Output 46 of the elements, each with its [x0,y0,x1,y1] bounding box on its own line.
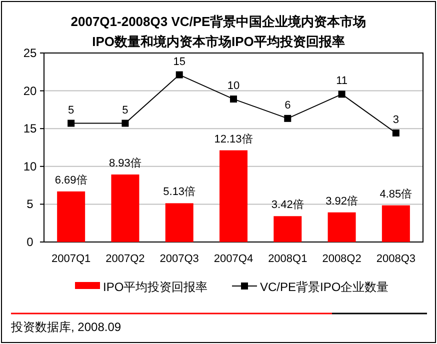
data-label: 8.93倍 [109,156,142,170]
bar [328,212,356,242]
x-tick-label: 2007Q1 [51,253,91,265]
legend-label: VC/PE背景IPO企业数量 [260,280,389,294]
y-tick-label: 20 [23,84,37,98]
y-tick-label: 25 [23,46,37,60]
text: 投资数据库, 2008.09 [10,320,122,334]
bar [111,174,140,242]
legend-label: IPO平均投资回报率 [103,280,208,294]
y-tick-label: 0 [26,235,34,249]
data-label: 15 [173,56,186,68]
data-label: 3.92倍 [326,194,358,208]
data-label: 5 [68,104,74,116]
x-tick-label: 2008Q1 [268,253,308,265]
bar [220,150,248,242]
chart-subtitle: IPO数量和境内资本市场IPO平均投资回报率 [92,34,345,49]
bar [165,203,194,242]
point [122,120,129,127]
data-label: 12.13倍 [214,132,253,146]
y-tick-label: 15 [23,122,37,136]
x-tick-label: 2008Q3 [376,253,416,265]
data-label: 5 [122,104,128,116]
bar [382,205,410,242]
chart-title: 2007Q1-2008Q3 VC/PE背景中国企业境内资本市场 [70,14,366,29]
data-label: 6.69倍 [54,173,88,186]
data-label: 5.13倍 [163,185,196,198]
bar [57,191,86,242]
y-tick-label: 5 [26,197,34,212]
point [284,114,292,122]
data-label: 3 [392,114,399,126]
point [176,71,183,78]
x-tick-label: 2007Q4 [214,253,254,265]
data-label: 4.85倍 [380,187,412,200]
data-label: 3.42倍 [271,198,304,212]
x-tick-label: 2008Q2 [322,253,362,265]
point [230,96,237,103]
x-tick-label: 2007Q3 [160,253,199,265]
data-label: 6 [284,99,291,112]
data-label: 10 [227,80,240,92]
data-label: 11 [336,75,348,88]
x-tick-label: 2007Q2 [106,253,145,265]
bar [274,216,302,242]
point [68,120,75,127]
point [338,90,346,98]
point [392,129,400,136]
y-tick-label: 10 [23,159,37,174]
